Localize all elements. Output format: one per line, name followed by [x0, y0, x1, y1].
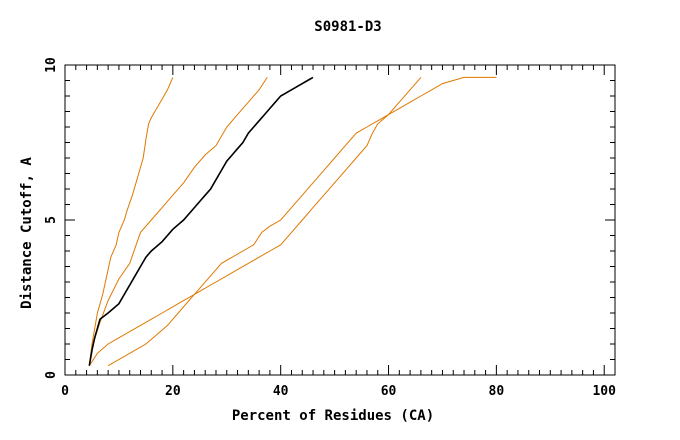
chart-title: S0981-D3: [314, 19, 381, 35]
axis-ticks: [64, 64, 616, 376]
x-tick-label: 100: [592, 384, 616, 399]
series-line-reference: [88, 76, 314, 366]
series-group: [88, 76, 497, 367]
tick-labels: 0 20 40 60 80 100 0 5 10: [44, 57, 616, 399]
series-line-model-3: [88, 77, 422, 366]
x-tick-label: 60: [381, 384, 397, 399]
y-tick-label: 0: [44, 371, 59, 379]
y-axis-label: Distance Cutoff, A: [19, 157, 35, 309]
plot-frame: [64, 64, 616, 376]
y-tick-label: 10: [44, 57, 59, 73]
x-tick-label: 0: [61, 384, 69, 399]
series-line-model-4: [107, 76, 497, 367]
x-tick-label: 40: [273, 384, 289, 399]
series-line-model-2: [88, 77, 268, 366]
x-axis-label: Percent of Residues (CA): [232, 408, 434, 424]
x-tick-label: 20: [165, 384, 181, 399]
series-line-model-1: [88, 77, 174, 366]
y-tick-label: 5: [44, 216, 59, 224]
x-tick-label: 80: [489, 384, 505, 399]
